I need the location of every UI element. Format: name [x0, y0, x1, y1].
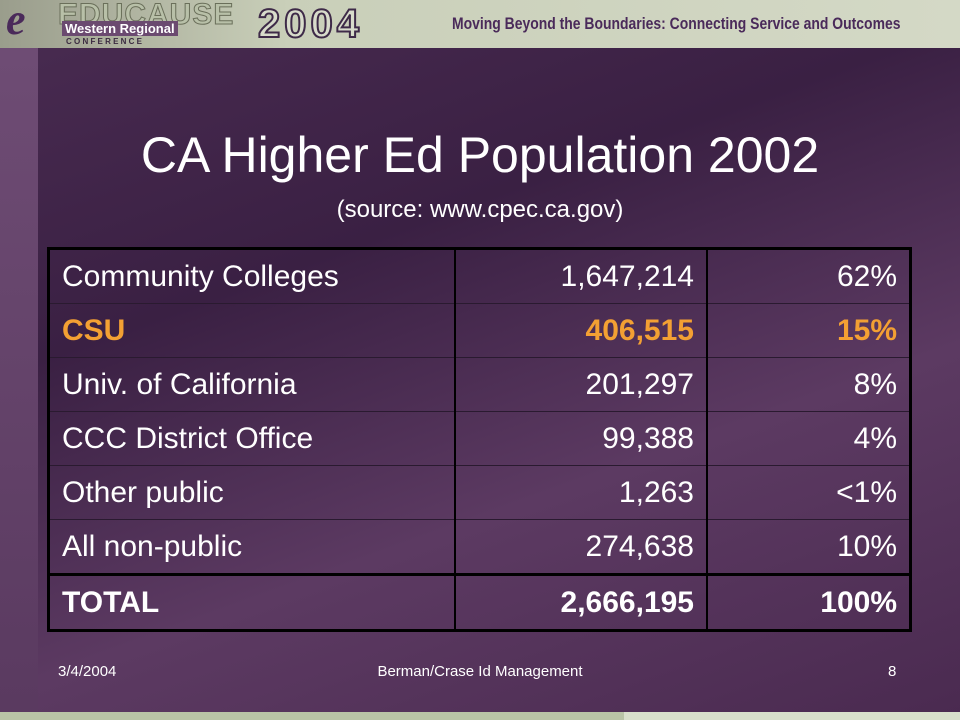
table-cell: TOTAL	[47, 573, 456, 631]
footer-center: Berman/Crase Id Management	[377, 663, 583, 680]
logo-letter: e	[6, 0, 26, 44]
footer-date: 3/4/2004	[58, 663, 117, 680]
table-row: CSU 406,515 15%	[47, 303, 911, 358]
table-cell: 406,515	[454, 303, 708, 358]
table-cell: CSU	[47, 303, 456, 358]
slide-title: CA Higher Ed Population 2002	[140, 127, 820, 183]
slide-subtitle: (source: www.cpec.ca.gov)	[336, 196, 624, 223]
table-row: CCC District Office 99,388 4%	[47, 411, 911, 466]
table-row: Univ. of California 201,297 8%	[47, 357, 911, 412]
table-cell: 100%	[706, 573, 911, 631]
table-cell: 4%	[706, 411, 911, 466]
table-row: Other public 1,263 <1%	[47, 465, 911, 520]
page-number: 8	[888, 663, 897, 680]
table-row: TOTAL 2,666,195 100%	[47, 573, 911, 631]
table-cell: 62%	[706, 248, 911, 304]
logo-region: Western Regional	[62, 21, 178, 36]
table-cell: 274,638	[454, 519, 708, 575]
table-cell: Other public	[47, 465, 456, 520]
population-table: Community Colleges 1,647,214 62% CSU 406,515…	[47, 247, 912, 632]
year: 2004	[257, 1, 363, 47]
table-cell: Community Colleges	[47, 248, 456, 304]
logo-conference: C O N F E R E N C E	[66, 37, 143, 46]
table-cell: CCC District Office	[47, 411, 456, 466]
table-cell: 10%	[706, 519, 911, 575]
table-row: All non-public 274,638 10%	[47, 519, 911, 575]
table-cell: 1,647,214	[454, 248, 708, 304]
table-cell: Univ. of California	[47, 357, 456, 412]
table-row: Community Colleges 1,647,214 62%	[47, 248, 911, 304]
bottom-strip	[0, 712, 960, 720]
table-cell: All non-public	[47, 519, 456, 575]
tagline: Moving Beyond the Boundaries: Connecting…	[452, 14, 901, 33]
table-cell: 15%	[706, 303, 911, 358]
table-cell: 1,263	[454, 465, 708, 520]
table-cell: <1%	[706, 465, 911, 520]
table-cell: 99,388	[454, 411, 708, 466]
side-band	[0, 48, 38, 712]
table-cell: 2,666,195	[454, 573, 708, 631]
table-cell: 8%	[706, 357, 911, 412]
table-cell: 201,297	[454, 357, 708, 412]
header-banner: e EDUCAUSE Western Regional C O N F E R …	[0, 0, 960, 48]
